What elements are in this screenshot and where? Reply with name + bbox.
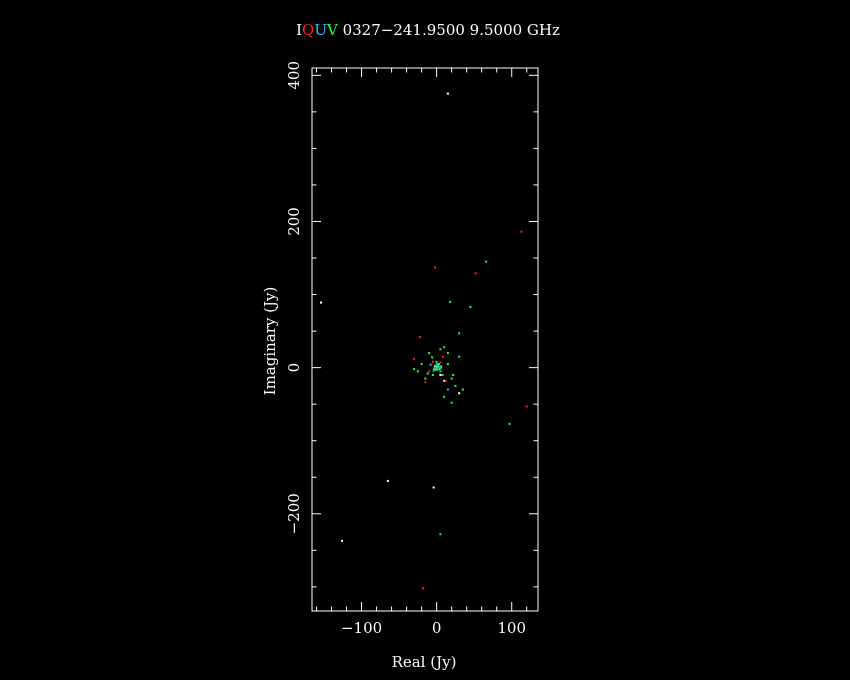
data-point-series-1 (441, 355, 444, 358)
data-point-series-3 (428, 352, 431, 355)
data-point-series-0 (386, 479, 389, 482)
data-point-series-1 (424, 381, 427, 384)
data-point-series-2 (439, 370, 442, 373)
data-point-series-3 (413, 368, 416, 371)
data-point-series-2 (437, 365, 440, 368)
data-point-series-2 (446, 388, 449, 391)
x-tick-label: 0 (432, 619, 442, 637)
data-point-series-3 (434, 365, 437, 368)
title-part-2: U (314, 21, 327, 39)
data-point-series-3 (446, 362, 449, 365)
y-tick-label: 0 (285, 363, 303, 373)
tick-labels: −100 0 100 −200 0 200 400 (285, 61, 526, 637)
data-point-series-3 (446, 352, 449, 355)
data-point-series-1 (474, 272, 477, 275)
data-point-series-1 (428, 370, 431, 373)
data-point-series-3 (431, 356, 434, 359)
data-point-series-3 (485, 260, 488, 263)
data-point-series-1 (431, 360, 434, 363)
data-point-series-0 (446, 92, 449, 95)
title-part-1: Q (302, 21, 314, 39)
plot-border (311, 67, 539, 612)
x-tick-label: 100 (497, 619, 526, 637)
data-point-series-1 (520, 230, 523, 233)
data-point-series-3 (443, 346, 446, 349)
y-axis-label: Imaginary (Jy) (261, 287, 279, 396)
data-point-series-3 (452, 373, 455, 376)
data-point-series-3 (431, 373, 434, 376)
data-point-series-1 (413, 357, 416, 360)
data-point-series-1 (422, 587, 425, 590)
data-point-series-0 (320, 301, 323, 304)
data-point-series-0 (439, 373, 442, 376)
title-part-0: I (296, 21, 302, 39)
plot-frame (311, 67, 539, 612)
x-tick-label: −100 (341, 619, 382, 637)
data-point-series-2 (429, 363, 432, 366)
data-point-series-2 (435, 362, 438, 365)
title-part-4: 0327−241.9500 9.5000 GHz (338, 21, 560, 39)
data-point-series-3 (437, 364, 440, 367)
data-point-series-3 (449, 300, 452, 303)
data-point-series-1 (419, 335, 422, 338)
data-point-series-3 (437, 362, 440, 365)
title-part-3: V (326, 21, 339, 39)
data-point-series-3 (441, 373, 444, 376)
data-point-series-2 (432, 369, 435, 372)
data-point-series-3 (424, 377, 427, 380)
y-tick-label: −200 (285, 493, 303, 534)
data-point-series-3 (436, 368, 439, 371)
data-point-series-3 (435, 360, 438, 363)
data-point-series-3 (420, 362, 423, 365)
data-point-series-3 (433, 367, 436, 370)
data-point-series-2 (434, 368, 437, 371)
data-point-series-3 (508, 422, 511, 425)
data-point-series-1 (439, 361, 442, 364)
data-point-series-3 (454, 384, 457, 387)
data-point-series-0 (458, 392, 461, 395)
data-point-series-3 (440, 366, 443, 369)
data-point-series-1 (434, 266, 437, 269)
data-point-series-3 (439, 533, 442, 536)
axis-ticks (312, 68, 538, 611)
data-point-series-3 (439, 348, 442, 351)
data-point-series-0 (443, 379, 446, 382)
data-point-series-3 (416, 370, 419, 373)
data-point-series-3 (458, 332, 461, 335)
data-point-series-2 (440, 365, 443, 368)
data-point-series-3 (450, 377, 453, 380)
data-point-series-3 (461, 388, 464, 391)
data-point-series-3 (443, 395, 446, 398)
data-point-series-3 (469, 305, 472, 308)
data-point-series-3 (438, 368, 441, 371)
data-point-series-1 (444, 379, 447, 382)
data-point-series-1 (525, 405, 528, 408)
data-point-series-0 (432, 486, 435, 489)
y-tick-label: 200 (285, 207, 303, 236)
y-tick-label: 400 (285, 61, 303, 90)
data-point-series-0 (341, 539, 344, 542)
data-point-series-3 (458, 355, 461, 358)
data-point-series-3 (435, 366, 438, 369)
x-axis-label: Real (Jy) (392, 653, 457, 671)
data-point-series-3 (450, 401, 453, 404)
data-points (320, 92, 528, 590)
data-point-series-3 (426, 372, 429, 375)
chart-title: IQUV 0327−241.9500 9.5000 GHz (296, 21, 560, 39)
